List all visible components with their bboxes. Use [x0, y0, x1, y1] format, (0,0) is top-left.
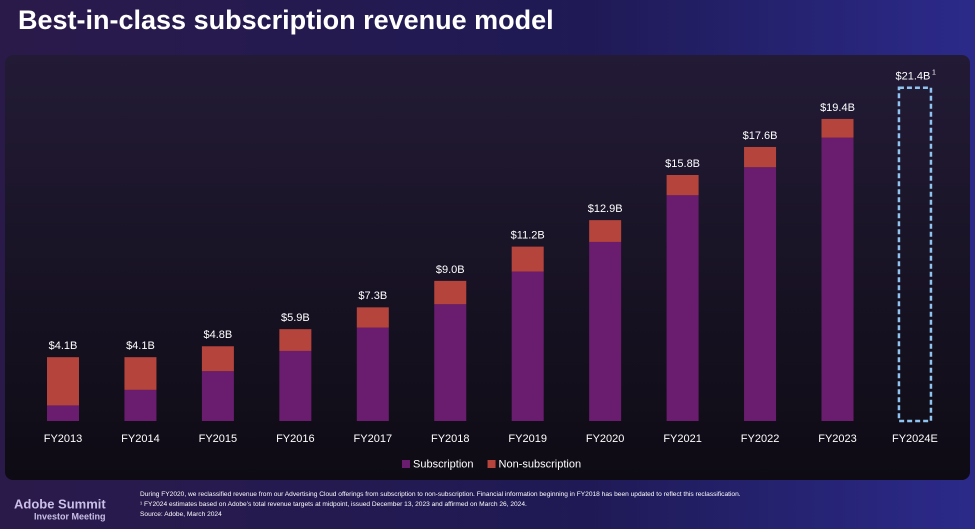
- total-label: $4.8B: [204, 329, 233, 341]
- bar-segment: [201, 346, 234, 372]
- x-tick-label: FY2013: [44, 433, 83, 445]
- total-label: $15.8B: [665, 158, 700, 170]
- bar-segment: [666, 195, 699, 421]
- bar-segment: [511, 271, 544, 421]
- x-tick-label: FY2020: [586, 433, 625, 445]
- bar-segment: [744, 167, 777, 421]
- total-label: $7.3B: [358, 290, 387, 302]
- bar-segment: [279, 350, 312, 421]
- x-tick-label: FY2016: [276, 433, 315, 445]
- bar-segment: [279, 329, 312, 351]
- chart-panel: [5, 55, 970, 480]
- footnote: During FY2020, we reclassified revenue f…: [140, 491, 741, 498]
- bar-segment: [821, 118, 854, 138]
- legend-swatch: [402, 460, 410, 468]
- legend-label: Subscription: [413, 458, 474, 470]
- footnote-marker: 1: [932, 70, 936, 77]
- total-label: $21.4B: [896, 71, 931, 83]
- bar-segment: [589, 220, 622, 242]
- bar-segment: [47, 405, 79, 421]
- total-label: $12.9B: [588, 203, 623, 215]
- footnote: ¹ FY2024 estimates based on Adobe’s tota…: [140, 501, 527, 508]
- bar-segment: [47, 357, 79, 406]
- x-tick-label: FY2014: [121, 433, 160, 445]
- x-tick-label: FY2021: [663, 433, 702, 445]
- bar-segment: [434, 280, 467, 305]
- bar-segment: [434, 304, 467, 421]
- bar-segment: [356, 307, 389, 328]
- total-label: $9.0B: [436, 264, 465, 276]
- legend-label: Non-subscription: [499, 458, 582, 470]
- total-label: $17.6B: [743, 130, 778, 142]
- bar-segment: [124, 389, 157, 421]
- x-tick-label: FY2019: [508, 433, 547, 445]
- bar-segment: [511, 246, 544, 272]
- brand-name: Adobe Summit: [14, 496, 106, 511]
- bar-segment: [124, 357, 157, 390]
- total-label: $5.9B: [281, 312, 310, 324]
- forecast-outline: [897, 86, 933, 423]
- brand-event: Investor Meeting: [34, 511, 106, 521]
- x-tick-label: FY2022: [741, 433, 780, 445]
- total-label: $19.4B: [820, 102, 855, 114]
- bar-segment: [821, 137, 854, 421]
- x-tick-label: FY2017: [354, 433, 393, 445]
- bar-segment: [201, 371, 234, 421]
- chart-title: Best-in-class subscription revenue model: [18, 5, 554, 35]
- bar-segment: [666, 174, 699, 196]
- x-tick-label: FY2015: [199, 433, 238, 445]
- bar-segment: [356, 327, 389, 421]
- bar-segment: [589, 241, 622, 421]
- total-label: $4.1B: [49, 340, 78, 352]
- bar-segment: [744, 146, 777, 168]
- legend-swatch: [487, 460, 496, 468]
- x-tick-label: FY2023: [818, 433, 857, 445]
- total-label: $4.1B: [126, 340, 155, 352]
- total-label: $11.2B: [511, 230, 545, 242]
- footnote: Source: Adobe, March 2024: [140, 511, 222, 518]
- x-tick-label: FY2024E: [892, 433, 938, 445]
- x-tick-label: FY2018: [431, 433, 470, 445]
